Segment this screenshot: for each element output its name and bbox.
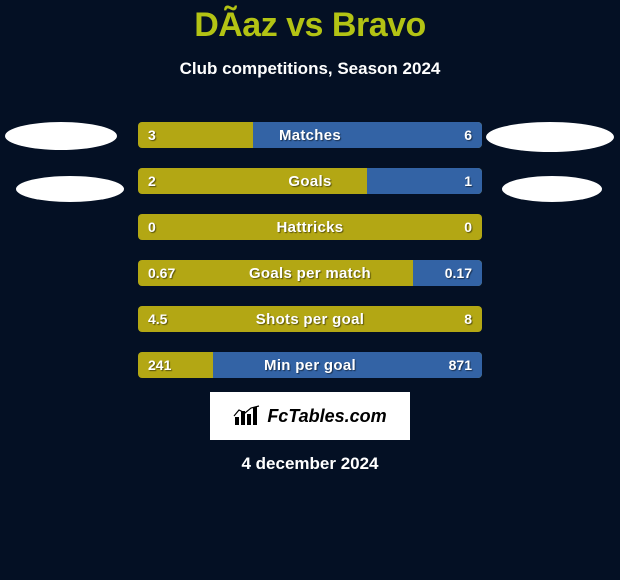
stat-value-right: 0.17 xyxy=(445,260,472,286)
stat-label: Shots per goal xyxy=(138,306,482,332)
logo-text: FcTables.com xyxy=(267,406,386,427)
page-subtitle: Club competitions, Season 2024 xyxy=(0,59,620,79)
stat-value-left: 2 xyxy=(148,168,156,194)
stat-value-right: 1 xyxy=(464,168,472,194)
left-player-badge xyxy=(5,122,117,150)
stat-value-right: 871 xyxy=(449,352,472,378)
stat-label: Hattricks xyxy=(138,214,482,240)
stat-value-left: 4.5 xyxy=(148,306,167,332)
page-title: DÃ­az vs Bravo xyxy=(0,0,620,45)
stat-label: Min per goal xyxy=(138,352,482,378)
stat-row: Shots per goal4.5 8 xyxy=(138,306,482,332)
stat-label: Goals per match xyxy=(138,260,482,286)
stat-row: Goals per match0.67 0.17 xyxy=(138,260,482,286)
bar-chart-icon xyxy=(233,405,261,427)
fctables-logo[interactable]: FcTables.com xyxy=(210,392,410,440)
stat-value-right: 0 xyxy=(464,214,472,240)
stat-value-left: 0 xyxy=(148,214,156,240)
stat-value-left: 241 xyxy=(148,352,171,378)
stats-container: Matches3 6 Goals2 1 Hattricks0 0 Goals per mat… xyxy=(138,122,482,398)
stat-label: Matches xyxy=(138,122,482,148)
stat-label: Goals xyxy=(138,168,482,194)
stat-value-left: 0.67 xyxy=(148,260,175,286)
right-player-badge xyxy=(486,122,614,152)
left-player-badge xyxy=(16,176,124,202)
stat-row: Hattricks0 0 xyxy=(138,214,482,240)
stat-row: Matches3 6 xyxy=(138,122,482,148)
stat-value-right: 8 xyxy=(464,306,472,332)
stat-row: Min per goal241 871 xyxy=(138,352,482,378)
stat-row: Goals2 1 xyxy=(138,168,482,194)
right-player-badge xyxy=(502,176,602,202)
stat-value-left: 3 xyxy=(148,122,156,148)
stat-value-right: 6 xyxy=(464,122,472,148)
date-stamp: 4 december 2024 xyxy=(0,454,620,474)
